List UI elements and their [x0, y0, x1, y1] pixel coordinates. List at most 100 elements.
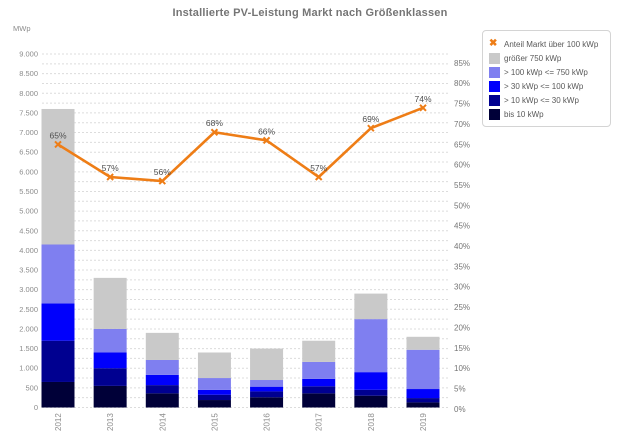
bar-segment: [93, 352, 127, 369]
bar-segment: [197, 394, 231, 401]
left-axis-unit-label: MWp: [13, 24, 31, 33]
bar-segment: [41, 244, 75, 304]
bar-segment: [197, 389, 231, 395]
legend: ✖ Anteil Markt über 100 kWp größer 750 kWp…: [482, 30, 611, 127]
left-axis-tick-label: 4.500: [19, 226, 38, 235]
bar-segment: [145, 332, 179, 360]
right-axis-tick-label: 0%: [454, 405, 466, 414]
left-axis-tick-label: 8.500: [19, 69, 38, 78]
legend-item[interactable]: > 100 kWp <= 750 kWp: [489, 65, 604, 79]
left-axis-tick-label: 0: [34, 403, 38, 412]
bar-segment: [250, 391, 284, 398]
left-axis-tick-label: 3.500: [19, 266, 38, 275]
bar-segment: [145, 359, 179, 375]
right-axis-tick-label: 60%: [454, 161, 470, 170]
legend-item-label: > 30 kWp <= 100 kWp: [504, 81, 584, 91]
line-point-label: 68%: [206, 118, 223, 128]
line-point-marker-icon: [419, 104, 427, 112]
right-axis-tick-label: 30%: [454, 283, 470, 292]
line-point-marker-icon: [367, 124, 375, 132]
x-axis-tick-label: 2018: [367, 413, 376, 431]
series-swatch-icon: [489, 80, 504, 92]
x-axis-tick-label: 2014: [158, 413, 167, 431]
left-axis-tick-label: 5.000: [19, 207, 38, 216]
left-axis-tick-label: 1.500: [19, 344, 38, 353]
line-point-label: 65%: [49, 130, 66, 140]
right-axis-tick-label: 35%: [454, 262, 470, 271]
series-swatch-icon: [489, 52, 504, 64]
line-point-label: 69%: [362, 114, 379, 124]
bar-segment: [250, 386, 284, 392]
bar-segment: [354, 395, 388, 408]
left-axis-tick-label: 7.500: [19, 108, 38, 117]
x-axis-tick-label: 2019: [419, 413, 428, 431]
bar-segment: [93, 328, 127, 353]
bar-segment: [406, 389, 440, 399]
bar-segment: [302, 386, 336, 394]
bar-segment: [354, 372, 388, 390]
legend-item[interactable]: > 10 kWp <= 30 kWp: [489, 93, 604, 107]
bar-segment: [406, 402, 440, 408]
line-marker-icon: ✖: [489, 38, 498, 49]
line-point-label: 66%: [258, 126, 275, 136]
bar-segment: [302, 361, 336, 379]
right-axis-tick-label: 70%: [454, 120, 470, 129]
left-axis-tick-label: 2.500: [19, 305, 38, 314]
legend-item-label: größer 750 kWp: [504, 53, 562, 63]
left-axis-tick-label: 4.000: [19, 246, 38, 255]
left-axis-tick-label: 1.000: [19, 364, 38, 373]
legend-item-label: > 100 kWp <= 750 kWp: [504, 67, 588, 77]
bar-segment: [41, 108, 75, 245]
right-axis-tick-label: 80%: [454, 79, 470, 88]
right-axis-tick-label: 15%: [454, 344, 470, 353]
line-point-marker-icon: [262, 136, 271, 145]
bar-segment: [41, 340, 75, 382]
right-axis-tick-label: 20%: [454, 323, 470, 332]
legend-item-label: > 10 kWp <= 30 kWp: [504, 95, 579, 105]
bar-segment: [302, 393, 336, 408]
line-point-label: 56%: [154, 167, 171, 177]
right-axis-tick-label: 5%: [454, 384, 466, 393]
legend-item[interactable]: ✖ Anteil Markt über 100 kWp: [489, 37, 604, 51]
legend-item[interactable]: > 30 kWp <= 100 kWp: [489, 79, 604, 93]
bar-segment: [145, 374, 179, 386]
bar-segment: [354, 319, 388, 373]
bar-segment: [406, 398, 440, 403]
right-axis-tick-label: 50%: [454, 201, 470, 210]
bar-segment: [93, 277, 127, 329]
line-point-marker-icon: [210, 128, 219, 136]
bar-segment: [93, 368, 127, 386]
legend-item[interactable]: bis 10 kWp: [489, 107, 604, 121]
bar-segment: [145, 393, 179, 408]
line-series: [56, 106, 425, 183]
right-axis-tick-label: 40%: [454, 242, 470, 251]
bar-segment: [197, 400, 231, 408]
line-point-label: 57%: [310, 163, 327, 173]
x-axis-tick-label: 2015: [210, 413, 219, 431]
x-axis-tick-label: 2017: [315, 413, 324, 431]
x-axis-tick-label: 2013: [106, 413, 115, 431]
right-axis-tick-label: 25%: [454, 303, 470, 312]
line-point-label: 57%: [102, 163, 119, 173]
legend-item[interactable]: größer 750 kWp: [489, 51, 604, 65]
bar-segment: [302, 378, 336, 387]
left-axis-tick-label: 6.000: [19, 167, 38, 176]
line-point-marker-icon: [54, 140, 62, 149]
bar-segment: [354, 293, 388, 320]
bar-segment: [145, 385, 179, 394]
left-axis-tick-label: 2.000: [19, 324, 38, 333]
bar-segment: [406, 349, 440, 390]
left-axis-tick-label: 9.000: [19, 50, 38, 59]
left-axis-tick-label: 8.000: [19, 89, 38, 98]
bar-segment: [93, 385, 127, 408]
x-axis-tick-label: 2012: [54, 413, 63, 431]
bar-segment: [250, 348, 284, 381]
series-swatch-icon: [489, 94, 504, 106]
line-point-marker-icon: [315, 173, 323, 181]
left-axis-tick-label: 500: [25, 383, 38, 392]
left-axis-tick-label: 5.500: [19, 187, 38, 196]
x-axis-tick-label: 2016: [263, 413, 272, 431]
chart-title: Installierte PV-Leistung Markt nach Größ…: [172, 7, 448, 19]
